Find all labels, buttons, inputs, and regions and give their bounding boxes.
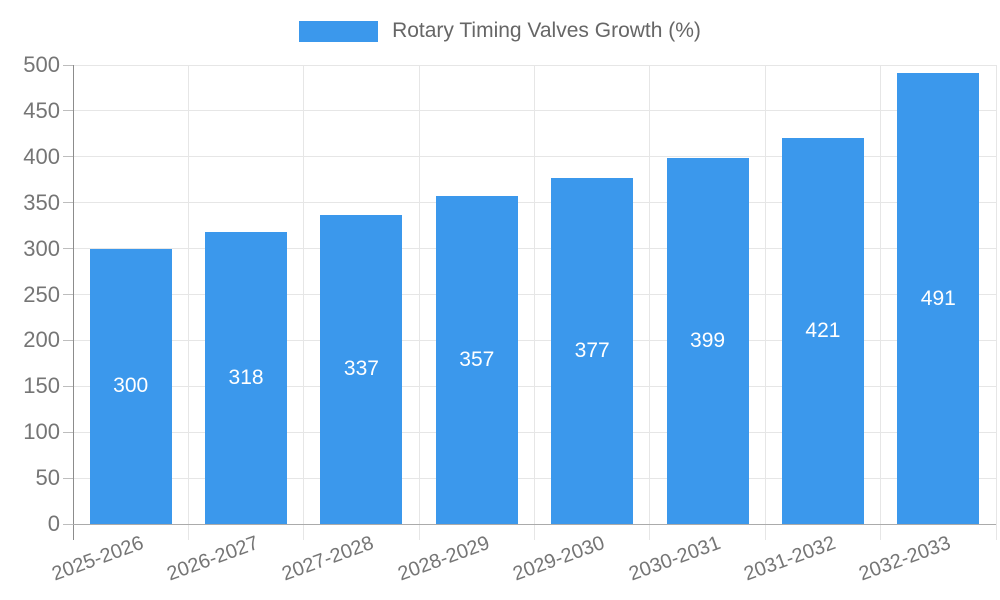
- x-gridline: [649, 65, 651, 540]
- x-axis-tick-label: 2025-2026: [48, 532, 147, 586]
- y-tick-mark: [63, 202, 73, 204]
- legend-label: Rotary Timing Valves Growth (%): [392, 19, 701, 42]
- x-gridline: [534, 65, 535, 540]
- y-tick-mark: [63, 339, 73, 341]
- y-axis-tick-label: 400: [23, 143, 60, 169]
- y-axis-tick-label: 150: [23, 373, 60, 399]
- x-gridline: [880, 65, 882, 540]
- bar[interactable]: [897, 73, 980, 524]
- y-axis-tick-label: 300: [23, 235, 60, 261]
- bar-value-label: 399: [690, 328, 726, 352]
- x-gridline: [764, 65, 766, 540]
- y-axis-tick-label: 500: [23, 52, 60, 77]
- bar[interactable]: [89, 248, 172, 524]
- x-axis-line: [73, 523, 996, 525]
- x-axis-tick-label: 2026-2027: [164, 532, 262, 586]
- bar[interactable]: [320, 214, 403, 524]
- bar[interactable]: [551, 177, 634, 524]
- y-axis-tick-label: 0: [47, 511, 60, 536]
- y-axis-tick-label: 250: [23, 281, 60, 307]
- y-tick-mark: [63, 385, 73, 387]
- bar[interactable]: [435, 196, 518, 524]
- y-tick-mark: [63, 156, 73, 158]
- y-axis-line: [72, 65, 74, 540]
- x-gridline: [995, 65, 997, 540]
- y-axis-tick-label: 100: [23, 419, 60, 445]
- x-axis-tick-label: 2027-2028: [279, 532, 377, 586]
- bar-value-label: 357: [459, 348, 495, 372]
- y-tick-mark: [63, 431, 73, 433]
- y-tick-mark: [63, 248, 73, 250]
- bar-value-label: 377: [574, 338, 610, 362]
- x-axis-tick-label: 2030-2031: [625, 532, 724, 586]
- bar-value-label: 300: [113, 374, 149, 398]
- bar[interactable]: [666, 157, 749, 524]
- bar-value-label: 337: [343, 357, 379, 381]
- bar-value-label: 318: [228, 366, 264, 390]
- y-tick-mark: [63, 477, 73, 479]
- bar-value-label: 491: [920, 286, 956, 310]
- x-gridline: [303, 65, 305, 540]
- bar-value-label: 421: [805, 318, 841, 342]
- y-axis-tick-label: 200: [23, 327, 60, 353]
- y-tick-mark: [63, 294, 73, 295]
- x-axis-tick-label: 2029-2030: [510, 532, 608, 586]
- x-gridline: [418, 65, 420, 540]
- y-axis-tick-label: 350: [23, 189, 60, 215]
- bar[interactable]: [781, 137, 864, 524]
- y-axis-tick-label: 450: [23, 97, 60, 123]
- bar[interactable]: [205, 232, 288, 524]
- legend[interactable]: Rotary Timing Valves Growth (%): [0, 18, 1000, 44]
- y-axis-tick-label: 50: [35, 465, 60, 491]
- x-axis-tick-label: 2031-2032: [741, 532, 839, 586]
- y-tick-mark: [63, 110, 73, 112]
- x-gridline: [187, 65, 189, 540]
- y-tick-mark: [63, 523, 73, 525]
- x-axis-tick-label: 2032-2033: [856, 532, 954, 586]
- x-axis-tick-label: 2028-2029: [394, 532, 493, 586]
- legend-swatch-icon: [299, 20, 379, 42]
- y-tick-mark: [63, 64, 73, 66]
